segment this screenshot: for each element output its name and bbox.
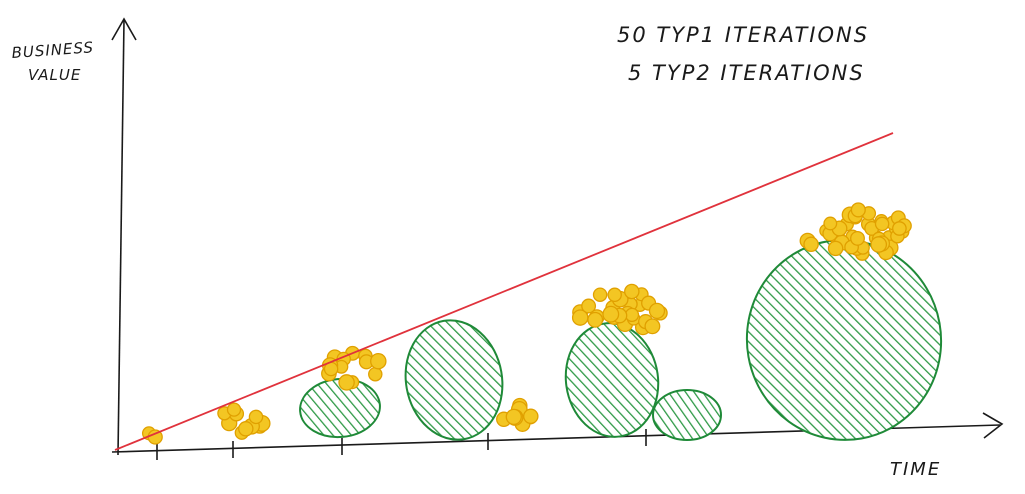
type2-iteration-3 bbox=[564, 322, 660, 438]
type1-iteration-dot bbox=[823, 216, 838, 231]
x-axis-arrowhead bbox=[982, 412, 1004, 439]
type2-iteration-5 bbox=[745, 239, 943, 441]
type1-iteration-dot bbox=[523, 408, 539, 425]
type1-iteration-dot bbox=[624, 307, 640, 323]
x-axis-label: TIME bbox=[890, 459, 941, 480]
type1-iteration-dot bbox=[827, 240, 844, 257]
type1-iteration-dot bbox=[602, 305, 620, 323]
type1-iteration-dot bbox=[803, 236, 819, 253]
type1-iteration-dot bbox=[338, 374, 355, 391]
type1-iteration-dot bbox=[587, 311, 604, 328]
y-axis bbox=[117, 19, 125, 456]
type1-iteration-dot bbox=[607, 287, 622, 303]
type1-iteration-dot bbox=[592, 287, 608, 302]
type2-iteration-2 bbox=[404, 319, 504, 441]
y-axis-label-line1: BUSINESS bbox=[11, 38, 94, 62]
y-axis-label-line2: VALUE bbox=[28, 66, 81, 84]
type1-iteration-dot bbox=[238, 421, 254, 437]
note-type1-iterations: 50 TYP1 ITERATIONS bbox=[617, 23, 869, 47]
y-axis-arrowhead bbox=[111, 17, 137, 41]
type1-iteration-dot bbox=[226, 402, 242, 417]
type1-iteration-dot bbox=[248, 409, 264, 425]
type1-iteration-dot bbox=[648, 302, 666, 320]
type1-iteration-dot bbox=[850, 230, 865, 246]
value-trend-line bbox=[114, 132, 894, 451]
type2-iteration-4 bbox=[652, 389, 722, 441]
type1-iteration-dot bbox=[892, 221, 907, 236]
note-type2-iterations: 5 TYP2 ITERATIONS bbox=[628, 61, 865, 85]
type1-iteration-dot bbox=[370, 352, 387, 370]
type1-iteration-dot bbox=[874, 216, 890, 232]
type1-iterations bbox=[141, 202, 912, 445]
type1-iteration-dot bbox=[624, 283, 640, 300]
type1-iteration-dot bbox=[505, 408, 522, 426]
type1-iteration-dot bbox=[870, 236, 888, 253]
type2-iterations bbox=[299, 239, 943, 441]
type1-iteration-dot bbox=[850, 202, 866, 218]
type1-iteration-dot bbox=[581, 298, 597, 314]
type1-iteration-dot bbox=[644, 318, 661, 335]
type1-iteration-dot bbox=[368, 366, 383, 382]
type2-iteration-1 bbox=[299, 377, 381, 439]
